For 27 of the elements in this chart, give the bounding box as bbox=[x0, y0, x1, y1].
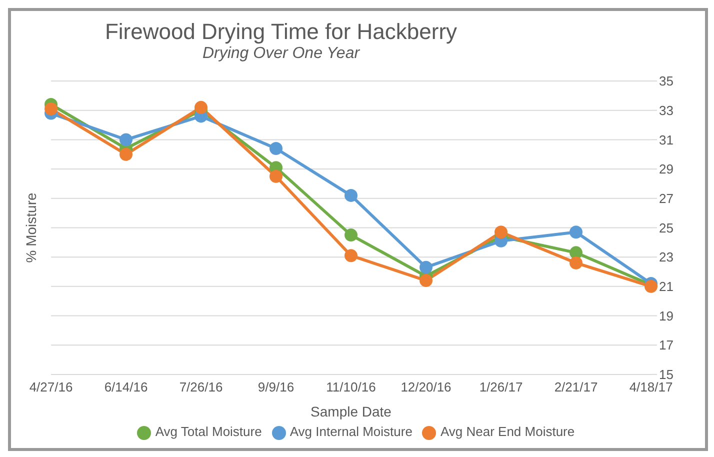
y-tick-label: 15 bbox=[659, 367, 674, 382]
legend-label: Avg Internal Moisture bbox=[290, 424, 412, 440]
x-tick-label: 1/26/17 bbox=[479, 380, 523, 395]
y-tick-label: 21 bbox=[659, 279, 674, 294]
y-tick-label: 29 bbox=[659, 162, 674, 177]
legend-label: Avg Near End Moisture bbox=[440, 424, 575, 440]
x-tick-label: 4/27/16 bbox=[29, 380, 73, 395]
x-tick-label: 11/10/16 bbox=[326, 380, 376, 395]
x-tick-label: 9/9/16 bbox=[258, 380, 294, 395]
y-tick-label: 25 bbox=[659, 220, 674, 236]
y-tick-label: 33 bbox=[659, 102, 674, 118]
y-tick-label: 35 bbox=[659, 74, 674, 89]
chart-subtitle: Drying Over One Year bbox=[201, 45, 361, 63]
x-tick-label: 4/18/17 bbox=[629, 380, 673, 395]
chart-title: Firewood Drying Time for Hackberry bbox=[104, 19, 458, 45]
x-tick-label: 2/21/17 bbox=[554, 380, 598, 395]
y-tick-label: 31 bbox=[659, 132, 674, 148]
x-tick-label: 12/20/16 bbox=[400, 380, 452, 395]
y-tick-label: 17 bbox=[659, 338, 674, 353]
y-tick-label: 19 bbox=[659, 308, 674, 324]
x-tick-label: 7/26/16 bbox=[179, 380, 223, 395]
x-axis-title: Sample Date bbox=[310, 403, 392, 420]
y-axis-title: % Moisture bbox=[22, 192, 39, 263]
y-tick-label: 27 bbox=[659, 190, 674, 206]
legend-label: Avg Total Moisture bbox=[155, 424, 262, 440]
y-tick-label: 23 bbox=[659, 250, 674, 265]
x-tick-label: 6/14/16 bbox=[104, 380, 148, 395]
